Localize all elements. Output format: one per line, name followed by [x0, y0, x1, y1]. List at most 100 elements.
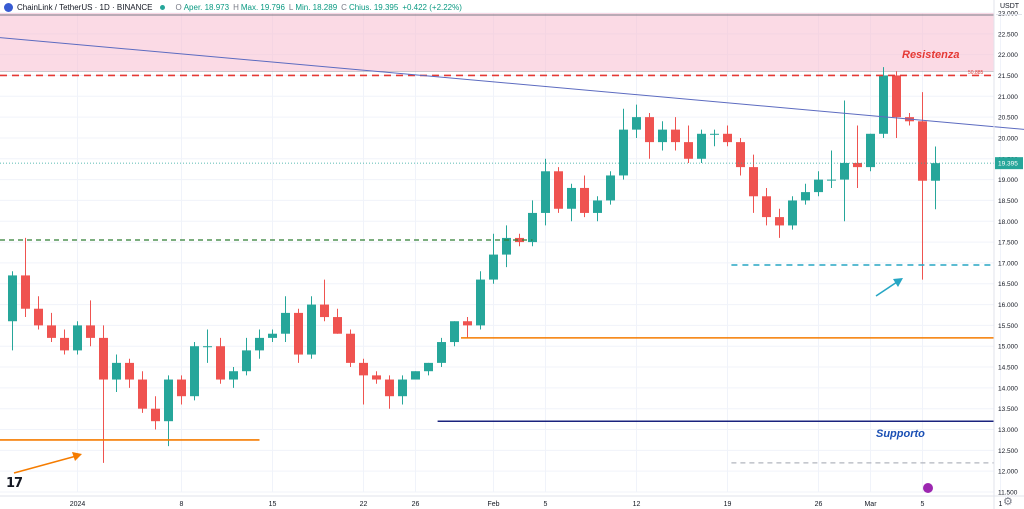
- candle-body: [8, 275, 17, 322]
- resistance-zone: [0, 13, 994, 72]
- x-tick-label: 15: [269, 501, 277, 508]
- open-label: O: [175, 2, 182, 12]
- candle: [710, 129, 719, 147]
- gear-icon[interactable]: ⚙: [1003, 496, 1013, 508]
- candle-body: [853, 162, 862, 168]
- candle-body: [294, 312, 303, 355]
- y-tick-label: 13.000: [998, 427, 1018, 434]
- y-tick-label: 21.500: [998, 73, 1018, 80]
- y-tick-label: 22.500: [998, 31, 1018, 38]
- candle: [255, 329, 264, 359]
- candle-body: [125, 362, 134, 380]
- candle-body: [697, 133, 706, 159]
- y-tick-label: 14.000: [998, 385, 1018, 392]
- candle: [853, 125, 862, 188]
- x-axis: 2024 8 15 22 26 Feb 5 12 19 26 Mar 5 1: [0, 483, 1024, 508]
- candle: [814, 171, 823, 197]
- candle: [840, 100, 849, 222]
- candle-body: [801, 192, 810, 201]
- candle-body: [385, 379, 394, 397]
- candle-body: [593, 200, 602, 213]
- x-tick-label: 2024: [70, 501, 86, 508]
- candle-body: [359, 362, 368, 376]
- candle: [151, 396, 160, 430]
- candle-body: [489, 254, 498, 280]
- descending-trendline: [0, 37, 1024, 130]
- candle: [593, 196, 602, 222]
- candle: [125, 358, 134, 388]
- candle: [476, 271, 485, 330]
- candle-body: [788, 200, 797, 226]
- candle: [580, 175, 589, 218]
- candle: [307, 296, 316, 359]
- candle-body: [879, 75, 888, 134]
- candle-body: [21, 275, 30, 309]
- candle: [775, 208, 784, 238]
- candle: [60, 329, 69, 355]
- candle-body: [47, 325, 56, 338]
- candle: [541, 158, 550, 226]
- candle-body: [333, 317, 342, 334]
- close-value: Chius. 19.395: [348, 2, 399, 12]
- candle-body: [736, 142, 745, 168]
- x-tick-label: 19: [724, 501, 732, 508]
- candle: [268, 329, 277, 343]
- y-tick-label: 11.500: [998, 490, 1018, 497]
- candle: [294, 308, 303, 363]
- symbol-name[interactable]: ChainLink / TetherUS · 1D · BINANCE: [17, 2, 153, 12]
- candle-body: [762, 196, 771, 218]
- candle-body: [684, 142, 693, 159]
- candle-body: [710, 133, 719, 135]
- tradingview-logo-icon[interactable]: 17: [6, 476, 23, 491]
- candle: [489, 233, 498, 284]
- candle: [762, 187, 771, 226]
- candle-body: [138, 379, 147, 409]
- candle-body: [554, 171, 563, 209]
- candle-body: [918, 121, 927, 181]
- y-tick-label: 14.500: [998, 365, 1018, 372]
- candle-body: [606, 175, 615, 201]
- candle-body: [320, 304, 329, 318]
- x-tick-label: 26: [815, 501, 823, 508]
- y-tick-label: 15.000: [998, 344, 1018, 351]
- candle-body: [164, 379, 173, 422]
- candle-body: [229, 371, 238, 380]
- candle-body: [450, 321, 459, 343]
- candle-body: [528, 212, 537, 243]
- high-value: Max. 19.796: [240, 2, 285, 12]
- candle-body: [567, 187, 576, 209]
- candle: [528, 200, 537, 247]
- candle: [736, 137, 745, 176]
- y-tick-label: 17.500: [998, 240, 1018, 247]
- legend-bar: ChainLink / TetherUS · 1D · BINANCE O Ap…: [4, 0, 462, 14]
- y-tick-label: 13.500: [998, 406, 1018, 413]
- y-tick-label: 20.500: [998, 115, 1018, 122]
- candle-body: [112, 362, 121, 380]
- market-status-icon: [160, 4, 166, 10]
- candle: [281, 296, 290, 343]
- currency-label[interactable]: USDT: [1000, 3, 1020, 10]
- candle-body: [827, 179, 836, 181]
- candle-body: [372, 375, 381, 380]
- low-label: L: [288, 2, 294, 12]
- candle: [606, 171, 615, 205]
- candle-body: [723, 133, 732, 143]
- candle-body: [541, 171, 550, 213]
- candle-body: [424, 362, 433, 372]
- support-label: Supporto: [876, 428, 925, 440]
- resistance-level-tag: 50.885: [968, 70, 984, 76]
- x-tick-label: 22: [360, 501, 368, 508]
- candle-body: [73, 325, 82, 351]
- candle: [372, 371, 381, 384]
- candle: [164, 375, 173, 447]
- candle-body: [437, 342, 446, 363]
- candle: [333, 308, 342, 334]
- candle: [216, 337, 225, 384]
- chainlink-icon: [4, 2, 13, 12]
- candle: [801, 183, 810, 205]
- zones: [0, 13, 994, 72]
- candle: [918, 92, 927, 280]
- lightning-icon[interactable]: [923, 483, 933, 493]
